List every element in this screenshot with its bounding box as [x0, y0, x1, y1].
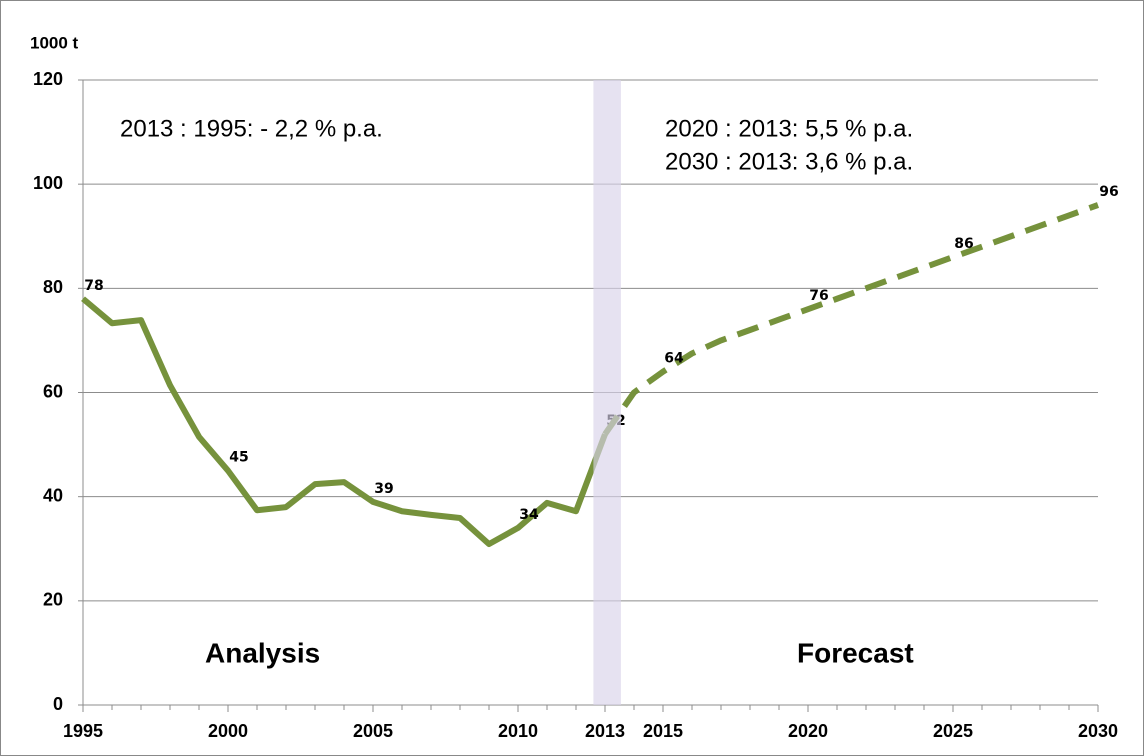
data-label: 34 — [519, 507, 539, 523]
data-label: 45 — [229, 450, 248, 466]
y-tick-label: 40 — [43, 485, 63, 505]
data-line — [81, 296, 608, 548]
highlight-band — [593, 80, 621, 705]
y-tick-label: 120 — [33, 69, 63, 89]
annotation: Analysis — [205, 637, 320, 668]
annotation: 2013 : 1995: - 2,2 % p.a. — [120, 115, 383, 142]
x-tick-label: 1995 — [63, 721, 103, 741]
x-tick-label: 2030 — [1078, 721, 1118, 741]
y-tick-label: 100 — [33, 173, 63, 193]
x-tick-label: 2010 — [498, 721, 538, 741]
y-axis-label: 1000 t — [30, 33, 79, 52]
y-tick-label: 80 — [43, 277, 63, 297]
data-label: 39 — [374, 481, 393, 497]
x-tick-label: 2005 — [353, 721, 393, 741]
x-tick-label: 2013 — [585, 721, 625, 741]
data-label: 64 — [664, 351, 684, 367]
data-label: 96 — [1099, 184, 1118, 200]
x-tick-label: 2025 — [933, 721, 973, 741]
data-line — [602, 202, 1100, 436]
x-tick-label: 2020 — [788, 721, 828, 741]
annotation: Forecast — [797, 637, 914, 668]
annotation: 2030 : 2013: 3,6 % p.a. — [665, 148, 913, 175]
data-label: 76 — [809, 288, 828, 304]
y-tick-label: 60 — [43, 381, 63, 401]
x-tick-label: 2015 — [643, 721, 683, 741]
y-tick-label: 0 — [53, 694, 63, 714]
data-label: 78 — [84, 278, 103, 294]
x-tick-label: 2000 — [208, 721, 248, 741]
annotation: 2020 : 2013: 5,5 % p.a. — [665, 115, 913, 142]
data-label: 86 — [954, 236, 973, 252]
y-tick-label: 20 — [43, 590, 63, 610]
